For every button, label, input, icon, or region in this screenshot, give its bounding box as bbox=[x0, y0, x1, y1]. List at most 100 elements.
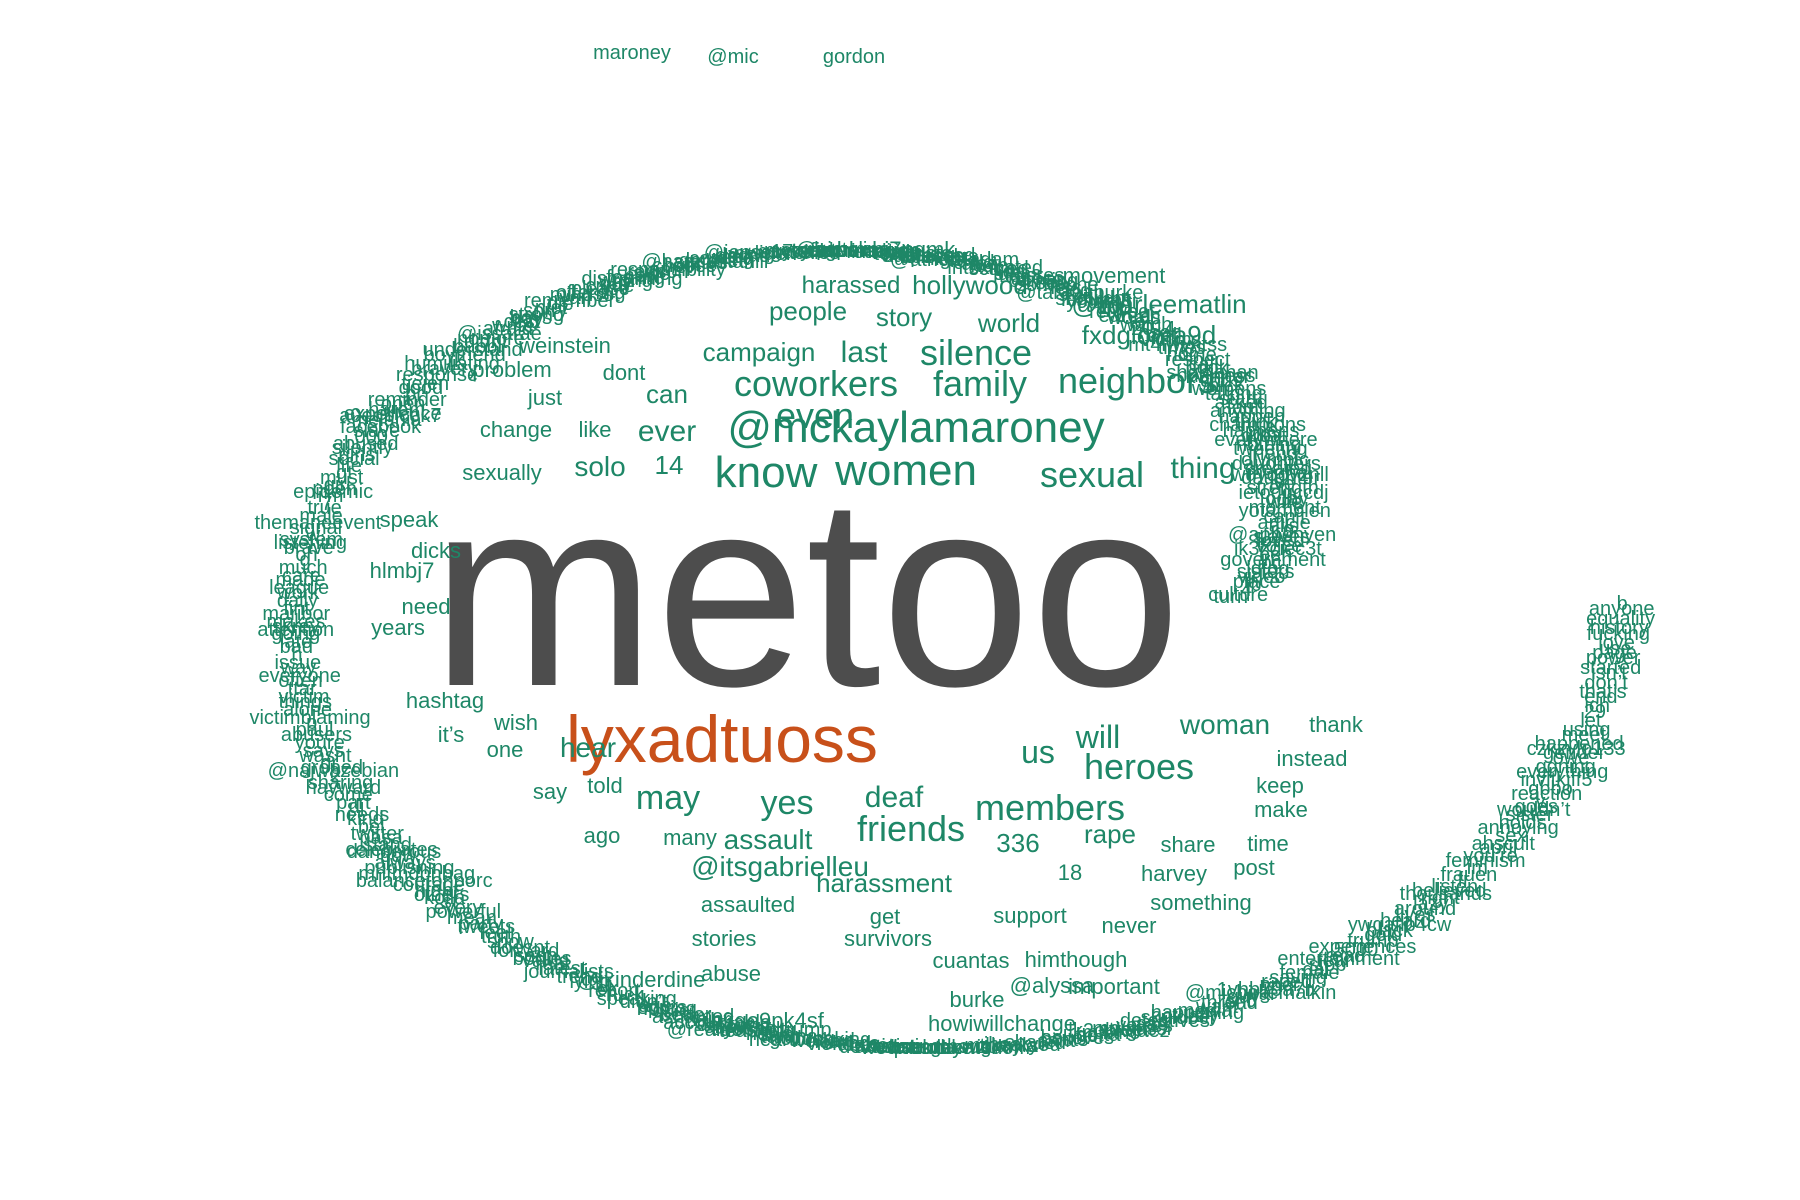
cloud-word: write bbox=[492, 315, 535, 338]
cloud-word: open bbox=[380, 392, 426, 415]
cloud-word: thanks bbox=[979, 1034, 1039, 1057]
cloud-word: powerful bbox=[425, 900, 502, 923]
cloud-word: start bbox=[1218, 388, 1258, 411]
cloud-word: b bbox=[1616, 592, 1628, 615]
cloud-word: thank bbox=[1309, 712, 1363, 737]
cloud-word: part bbox=[336, 791, 371, 814]
cloud-word: gbbo bbox=[1528, 777, 1573, 800]
cloud-word: daughter bbox=[1241, 467, 1321, 490]
cloud-word: never bbox=[1101, 913, 1157, 938]
cloud-word: everywhere bbox=[1214, 428, 1318, 451]
cloud-word: @marleematlin bbox=[1071, 289, 1247, 319]
cloud-word: lets bbox=[1050, 277, 1082, 300]
cloud-word: movement bbox=[1062, 263, 1166, 288]
cloud-word: shahjahan bbox=[1166, 361, 1259, 384]
cloud-word: conversation bbox=[806, 239, 920, 262]
cloud-word: beh bbox=[1258, 543, 1293, 566]
cloud-word: rde bbox=[949, 250, 979, 273]
cloud-word: abusers bbox=[280, 724, 353, 747]
cloud-word: fuck bbox=[607, 984, 644, 1007]
cloud-word: age bbox=[638, 994, 672, 1017]
cloud-word: speech bbox=[900, 245, 965, 268]
cloud-word: intoxicated bbox=[947, 256, 1044, 279]
cloud-word: issue bbox=[274, 652, 322, 675]
cloud-word: isnt bbox=[1221, 989, 1253, 1012]
cloud-word: wouldn’t bbox=[1497, 799, 1571, 822]
cloud-word: st bbox=[441, 890, 458, 913]
cloud-word: voice bbox=[1255, 535, 1303, 558]
cloud-word: acoso bbox=[1010, 267, 1065, 290]
cloud-word: kolla bbox=[424, 886, 466, 909]
cloud-word: tweets bbox=[457, 916, 516, 939]
cloud-word: howiwillchange bbox=[928, 1011, 1076, 1036]
cloud-word: new bbox=[623, 265, 661, 288]
cloud-word: don’t bbox=[1584, 671, 1628, 694]
cloud-word: social bbox=[328, 448, 380, 471]
cloud-word: ago bbox=[583, 823, 621, 848]
cloud-word: street bbox=[1098, 1019, 1149, 1042]
cloud-word: ik bbox=[449, 349, 465, 372]
cloud-word: says bbox=[302, 739, 344, 762]
cloud-word: happens bbox=[1222, 419, 1300, 442]
cloud-word: fight bbox=[929, 247, 968, 270]
cloud-word: dont bbox=[602, 360, 646, 385]
cloud-word: make bbox=[1254, 797, 1308, 822]
cloud-word: facebook bbox=[339, 415, 422, 438]
cloud-word: nick bbox=[1208, 374, 1244, 397]
cloud-word: signal bbox=[289, 516, 343, 539]
cloud-word: 17 bbox=[770, 241, 794, 264]
cloud-word: big bbox=[1095, 294, 1123, 317]
cloud-word: i’m bbox=[317, 485, 344, 508]
cloud-word: het bbox=[664, 256, 693, 279]
cloud-word: groped bbox=[300, 757, 363, 780]
cloud-word: humiliating bbox=[404, 352, 500, 375]
cloud-word: that’s bbox=[1579, 680, 1627, 703]
cloud-word: skuldbel bbox=[1140, 1007, 1215, 1030]
cloud-word: night bbox=[415, 880, 459, 903]
cloud-word: makes bbox=[266, 610, 326, 633]
cloud-word: can bbox=[646, 379, 688, 409]
cloud-word: reminder bbox=[367, 388, 447, 411]
cloud-word: first bbox=[809, 239, 843, 262]
cloud-word: get bbox=[869, 904, 901, 929]
cloud-word: can’t bbox=[1263, 506, 1306, 529]
cloud-word: metoo’s bbox=[764, 240, 834, 263]
cloud-word: abused bbox=[332, 432, 399, 455]
cloud-word: cuantas bbox=[932, 948, 1010, 973]
cloud-word: business bbox=[1176, 364, 1256, 387]
cloud-word: ggning bbox=[1535, 755, 1596, 778]
cloud-word: many bbox=[663, 825, 717, 850]
cloud-word: gotta bbox=[1076, 1023, 1121, 1046]
cloud-word: followers bbox=[899, 246, 979, 269]
cloud-word: reading bbox=[846, 240, 914, 263]
cloud-word: accountable bbox=[663, 1011, 772, 1034]
cloud-word: @itsgabrielleu bbox=[691, 851, 869, 882]
cloud-word: sexual bbox=[1039, 454, 1145, 495]
cloud-word: 5000 bbox=[1333, 939, 1379, 962]
cloud-word: didn’t bbox=[619, 990, 668, 1013]
cloud-word: @issarae bbox=[456, 323, 542, 345]
cloud-word: themaneevent bbox=[254, 512, 382, 535]
cloud-word: womens bbox=[1191, 377, 1267, 400]
cloud-word: lyxadtuoss bbox=[566, 702, 878, 776]
cloud-word: heard bbox=[1380, 910, 1432, 933]
cloud-word: read bbox=[1325, 944, 1366, 967]
cloud-word: friends bbox=[856, 808, 966, 849]
cloud-word: happening bbox=[1150, 1001, 1245, 1024]
cloud-word: report bbox=[588, 980, 641, 1003]
cloud-word: guys bbox=[1227, 985, 1270, 1008]
cloud-word: maribor bbox=[262, 602, 331, 625]
cloud-word: gotlong bbox=[769, 1027, 835, 1050]
cloud-word: bravery bbox=[411, 358, 478, 381]
cloud-word: turn bbox=[1213, 586, 1248, 609]
cloud-word: sisters bbox=[1236, 560, 1295, 583]
cloud-word: die bbox=[546, 293, 574, 316]
cloud-word: latest bbox=[538, 958, 587, 981]
cloud-word: speaking bbox=[596, 988, 677, 1011]
cloud-word: lives bbox=[1395, 904, 1436, 927]
cloud-word: yotambien bbox=[1238, 500, 1331, 523]
cloud-word: status bbox=[674, 251, 728, 274]
cloud-word: say bbox=[532, 779, 568, 804]
cloud-word: harvey bbox=[1140, 861, 1208, 886]
cloud-word: dj bbox=[348, 796, 365, 819]
